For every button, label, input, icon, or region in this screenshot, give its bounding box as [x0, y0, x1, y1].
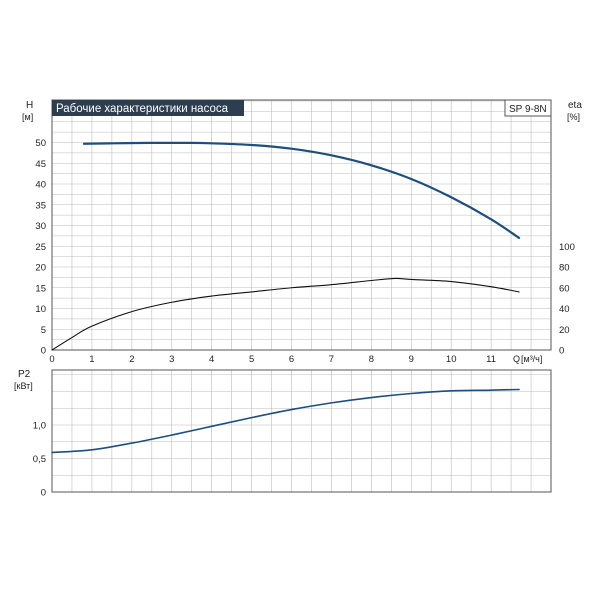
head-curve [82, 141, 521, 240]
p2-axis-label: P2 [18, 369, 31, 380]
h-axis-unit: [м] [22, 112, 33, 122]
eta-tick-label: 20 [559, 325, 570, 336]
lower-frame [51, 369, 552, 493]
q-axis-unit: [м³/ч] [521, 354, 542, 364]
q-tick-label: 4 [209, 354, 214, 365]
h-tick-label: 35 [35, 200, 46, 211]
lower-plot-frame [51, 369, 552, 493]
efficiency-curve [51, 277, 520, 351]
p2-tick-label: 1,0 [33, 421, 46, 432]
q-tick-label: 11 [486, 354, 496, 365]
model-label: SP 9-8N [509, 104, 547, 115]
h-tick-label: 5 [41, 325, 46, 336]
h-axis-label: H [26, 100, 33, 111]
q-tick-label: 9 [409, 354, 414, 365]
power-curve [51, 388, 520, 454]
h-tick-label: 50 [35, 138, 46, 149]
eta-tick-label: 0 [559, 346, 564, 357]
q-tick-label: 3 [169, 354, 174, 365]
h-tick-label: 0 [41, 346, 46, 357]
p2-axis-unit: [кВт] [14, 381, 33, 391]
lower-grid [52, 370, 551, 492]
p2-tick-label: 0,5 [33, 454, 46, 465]
q-tick-label: 6 [289, 354, 294, 365]
eta-tick-label: 60 [559, 283, 570, 294]
chart-title: Рабочие характеристики насоса [56, 103, 229, 115]
eta-axis-unit: [%] [567, 112, 580, 122]
h-tick-label: 15 [35, 283, 46, 294]
q-axis-label: Q [513, 354, 520, 364]
h-tick-label: 40 [35, 180, 46, 191]
curves [51, 141, 521, 454]
upper-grid [52, 100, 551, 350]
eta-axis-label: eta [568, 100, 582, 111]
h-tick-label: 30 [35, 221, 46, 232]
h-tick-label: 45 [35, 159, 46, 170]
eta-tick-label: 40 [559, 304, 570, 315]
q-tick-label: 8 [369, 354, 374, 365]
q-tick-label: 7 [329, 354, 334, 365]
h-tick-label: 20 [35, 263, 46, 274]
q-tick-label: 1 [89, 354, 94, 365]
h-tick-label: 10 [35, 304, 46, 315]
title-box [52, 100, 244, 116]
model-box [504, 99, 552, 117]
upper-frame [51, 99, 552, 351]
q-tick-label: 10 [446, 354, 457, 365]
q-tick-label: 0 [49, 354, 54, 365]
eta-tick-label: 80 [559, 263, 570, 274]
eta-tick-label: 100 [559, 242, 575, 253]
upper-plot-frame [51, 99, 552, 351]
q-tick-label: 2 [129, 354, 134, 365]
h-tick-label: 25 [35, 242, 46, 253]
q-tick-label: 5 [249, 354, 254, 365]
p2-tick-label: 0 [41, 488, 46, 499]
